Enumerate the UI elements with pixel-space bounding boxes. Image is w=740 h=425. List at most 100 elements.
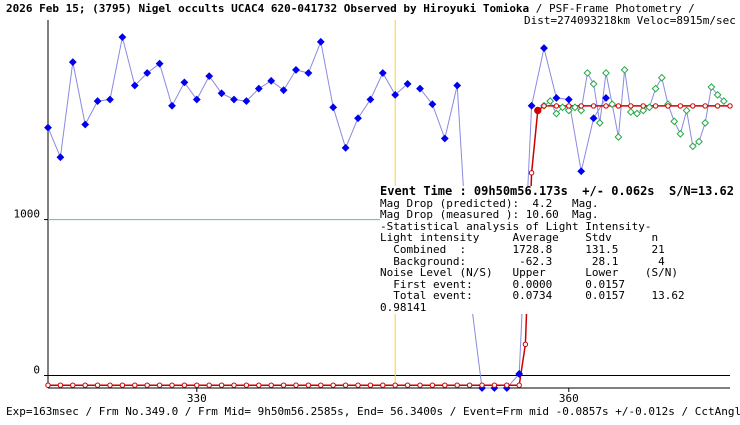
data-point-model — [94, 382, 101, 388]
data-point-model — [603, 103, 609, 109]
stat-title: -Statistical analysis of Light Intensity… — [380, 219, 652, 233]
statistics-panel: Event Time : 09h50m56.173s +/- 0.062s S/… — [380, 184, 735, 314]
data-point-observed_before — [242, 97, 251, 105]
data-point-model — [169, 382, 175, 388]
data-point-model — [417, 382, 423, 388]
data-point-observed_before — [130, 81, 139, 90]
data-point-model — [293, 382, 299, 388]
x-tick-label-360: 360 — [559, 392, 579, 405]
data-point-observed_before — [292, 65, 300, 74]
stat-background: Background: -62.3 28.1 4 — [380, 254, 665, 268]
data-point-model — [82, 382, 88, 388]
data-point-model — [57, 382, 64, 388]
data-point-observed_after — [639, 106, 648, 115]
data-point-model — [243, 382, 250, 388]
data-point-observed_before — [230, 95, 238, 104]
data-point-observed_before — [56, 153, 65, 162]
data-point-observed_center — [589, 114, 598, 123]
footer-info: Exp=163msec / Frm No.349.0 / Frm Mid= 9h… — [6, 405, 740, 418]
data-point-model — [305, 382, 312, 388]
data-point-observed_after — [583, 69, 592, 77]
data-point-observed_after — [713, 90, 722, 99]
data-point-model — [318, 382, 324, 388]
data-point-model — [504, 382, 510, 388]
data-point-model — [132, 382, 138, 388]
event-time: Event Time : 09h50m56.173s +/- 0.062s S/… — [380, 184, 735, 198]
data-point-observed_before — [155, 59, 164, 68]
data-point-model — [677, 103, 684, 109]
data-point-model — [45, 382, 51, 388]
data-point-observed_before — [217, 89, 226, 98]
data-point-observed_after — [701, 119, 710, 127]
data-point-observed_before — [391, 90, 400, 99]
data-point-model — [553, 103, 560, 109]
series-line-observed_center — [419, 47, 607, 389]
data-point-model — [194, 382, 200, 388]
data-point-model — [714, 103, 721, 109]
data-point-observed_before — [366, 95, 375, 104]
data-point-observed_after — [676, 129, 685, 138]
data-point-observed_after — [670, 117, 679, 126]
data-point-model — [522, 341, 529, 348]
data-point-observed_before — [354, 114, 362, 123]
data-point-model — [119, 382, 126, 388]
data-point-model — [429, 382, 436, 388]
data-point-model — [466, 382, 473, 388]
data-point-observed_center — [440, 134, 449, 143]
data-point-observed_after — [651, 84, 660, 93]
data-point-model — [256, 382, 262, 388]
data-point-model — [541, 103, 547, 109]
data-point-observed_center — [515, 370, 524, 378]
data-point-model — [280, 382, 287, 388]
data-point-observed_center — [552, 94, 561, 102]
data-point-observed_center — [416, 84, 424, 93]
data-point-model — [590, 103, 597, 109]
axis-ticks: 0 1000 330 360 — [14, 208, 579, 405]
data-point-model — [268, 382, 274, 388]
data-point-observed_after — [633, 109, 641, 118]
data-point-observed_after — [552, 109, 561, 118]
data-point-observed_after — [719, 97, 728, 105]
data-point-observed_center — [428, 100, 437, 109]
data-point-model — [578, 103, 584, 109]
data-point-observed_before — [316, 37, 325, 46]
stat-combined: Combined : 1728.8 131.5 21 — [380, 242, 665, 256]
data-point-observed_after — [620, 65, 629, 74]
series-line-observed_before — [47, 37, 408, 160]
data-point-observed_before — [106, 95, 114, 104]
data-point-observed_before — [403, 80, 412, 88]
data-point-observed_center — [453, 81, 462, 90]
data-point-model — [330, 382, 336, 388]
data-point-observed_before — [279, 86, 288, 95]
data-point-model — [454, 382, 460, 388]
data-point-model — [392, 382, 398, 388]
data-point-model — [665, 103, 671, 109]
data-point-model — [156, 382, 163, 388]
data-point-observed_before — [180, 78, 189, 87]
x-tick-label-330: 330 — [187, 392, 207, 405]
data-point-model — [404, 382, 411, 388]
data-point-observed_before — [329, 103, 338, 112]
data-point-model — [442, 382, 448, 388]
extra-value: 0.98141 — [380, 300, 427, 314]
data-point-model — [181, 382, 188, 388]
data-point-model — [479, 382, 485, 388]
data-point-model — [491, 382, 498, 388]
data-point-model — [566, 103, 572, 109]
data-point-observed_after — [688, 142, 697, 151]
data-point-model — [367, 382, 374, 388]
data-point-model — [70, 382, 76, 388]
data-point-observed_center — [540, 44, 548, 52]
mag-drop-predicted: Mag Drop (predicted): 4.2 Mag. — [380, 196, 599, 210]
distance-velocity: Dist=274093218km Veloc=8915m/sec — [524, 14, 736, 27]
noise-total-event: Total event: 0.0734 0.0157 13.62 — [380, 289, 685, 303]
data-point-observed_before — [68, 58, 77, 67]
data-point-observed_after — [614, 133, 623, 141]
title-main: 2026 Feb 15; (3795) Nigel occults UCAC4 … — [6, 2, 530, 15]
plot-frame — [47, 20, 730, 389]
data-point-observed_before — [378, 69, 387, 77]
data-point-observed_center — [577, 167, 586, 176]
data-point-observed_before — [44, 123, 52, 132]
data-point-model — [628, 103, 634, 109]
y-tick-label-0: 0 — [33, 364, 40, 377]
